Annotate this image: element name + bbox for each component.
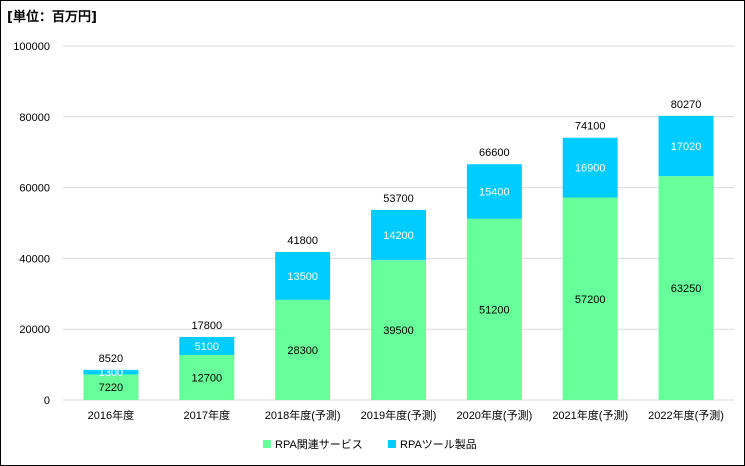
data-label: 51200 [479, 304, 510, 316]
data-label: 12700 [191, 373, 222, 385]
data-label: 5100 [195, 341, 219, 353]
total-label: 80270 [671, 99, 702, 111]
bar-segment [658, 115, 714, 177]
bar-segment [562, 137, 618, 198]
data-label: 1300 [99, 367, 123, 379]
data-label: 39500 [383, 325, 414, 337]
y-tick-label: 20000 [19, 324, 50, 336]
bar-segment [466, 218, 522, 400]
x-tick-label: 2016年度 [88, 408, 134, 422]
total-label: 53700 [383, 193, 414, 205]
x-tick-label: 2018年度(予測) [265, 408, 341, 422]
y-tick-label: 60000 [19, 183, 50, 195]
legend-label: RPAツール製品 [400, 437, 477, 451]
data-label: 63250 [671, 283, 702, 295]
bar-segment [275, 299, 331, 400]
total-label: 74100 [575, 121, 606, 133]
bar-segment [83, 374, 139, 400]
bar-segment [275, 252, 331, 300]
total-label: 41800 [287, 235, 318, 247]
x-tick-label: 2021年度(予測) [552, 408, 628, 422]
bar-segment [83, 369, 139, 375]
bar-segment [179, 336, 235, 356]
bar-segment [371, 260, 426, 400]
data-label: 14200 [383, 230, 414, 242]
y-tick-label: 40000 [19, 253, 50, 265]
data-label: 28300 [287, 345, 318, 357]
bar-segment [371, 209, 426, 261]
data-label: 16900 [575, 163, 606, 175]
legend-label: RPA関連サービス [275, 437, 363, 451]
data-label: 57200 [575, 294, 606, 306]
bar-segment [562, 197, 618, 400]
y-tick-label: 80000 [19, 112, 50, 124]
x-tick-label: 2017年度 [184, 408, 230, 422]
x-tick-label: 2022年度(予測) [648, 408, 724, 422]
data-label: 15400 [479, 186, 510, 198]
data-label: 17020 [671, 141, 702, 153]
bar-segment [658, 176, 714, 400]
data-label: 7220 [99, 382, 123, 394]
data-label: 13500 [287, 271, 318, 283]
total-label: 66600 [479, 147, 510, 159]
unit-label: [単位：百万円] [7, 10, 97, 25]
y-tick-label: 0 [44, 395, 50, 407]
total-label: 8520 [99, 353, 123, 365]
x-tick-label: 2020年度(予測) [456, 408, 532, 422]
legend-swatch [388, 440, 396, 448]
total-label: 17800 [191, 320, 222, 332]
bar-segment [179, 355, 235, 400]
bar-segment [466, 164, 522, 219]
legend-swatch [263, 440, 271, 448]
y-tick-label: 100000 [13, 41, 50, 53]
x-tick-label: 2019年度(予測) [361, 408, 437, 422]
